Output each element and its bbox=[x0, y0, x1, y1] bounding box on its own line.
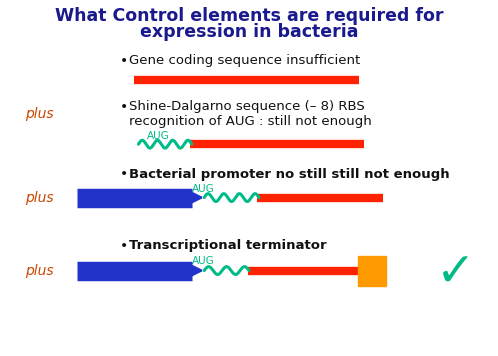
Text: Bacterial promoter no still still not enough: Bacterial promoter no still still not en… bbox=[129, 168, 450, 181]
Text: expression in bacteria: expression in bacteria bbox=[140, 23, 358, 41]
Text: AUG: AUG bbox=[192, 256, 215, 266]
Text: plus: plus bbox=[25, 107, 53, 121]
Text: AUG: AUG bbox=[192, 184, 215, 194]
Text: •: • bbox=[120, 53, 128, 68]
Text: Shine-Dalgarno sequence (– 8) RBS: Shine-Dalgarno sequence (– 8) RBS bbox=[129, 100, 365, 113]
Text: •: • bbox=[120, 239, 128, 253]
Bar bbox=[358, 256, 386, 286]
Text: Gene coding sequence insufficient: Gene coding sequence insufficient bbox=[129, 54, 361, 67]
Text: recognition of AUG : still not enough: recognition of AUG : still not enough bbox=[129, 115, 372, 127]
Text: plus: plus bbox=[25, 263, 53, 278]
Text: plus: plus bbox=[25, 190, 53, 205]
Text: •: • bbox=[120, 167, 128, 182]
Text: Transcriptional terminator: Transcriptional terminator bbox=[129, 239, 327, 252]
Text: ✓: ✓ bbox=[436, 252, 476, 297]
Text: What Control elements are required for: What Control elements are required for bbox=[55, 7, 443, 25]
Text: •: • bbox=[120, 100, 128, 114]
Text: AUG: AUG bbox=[147, 131, 170, 141]
